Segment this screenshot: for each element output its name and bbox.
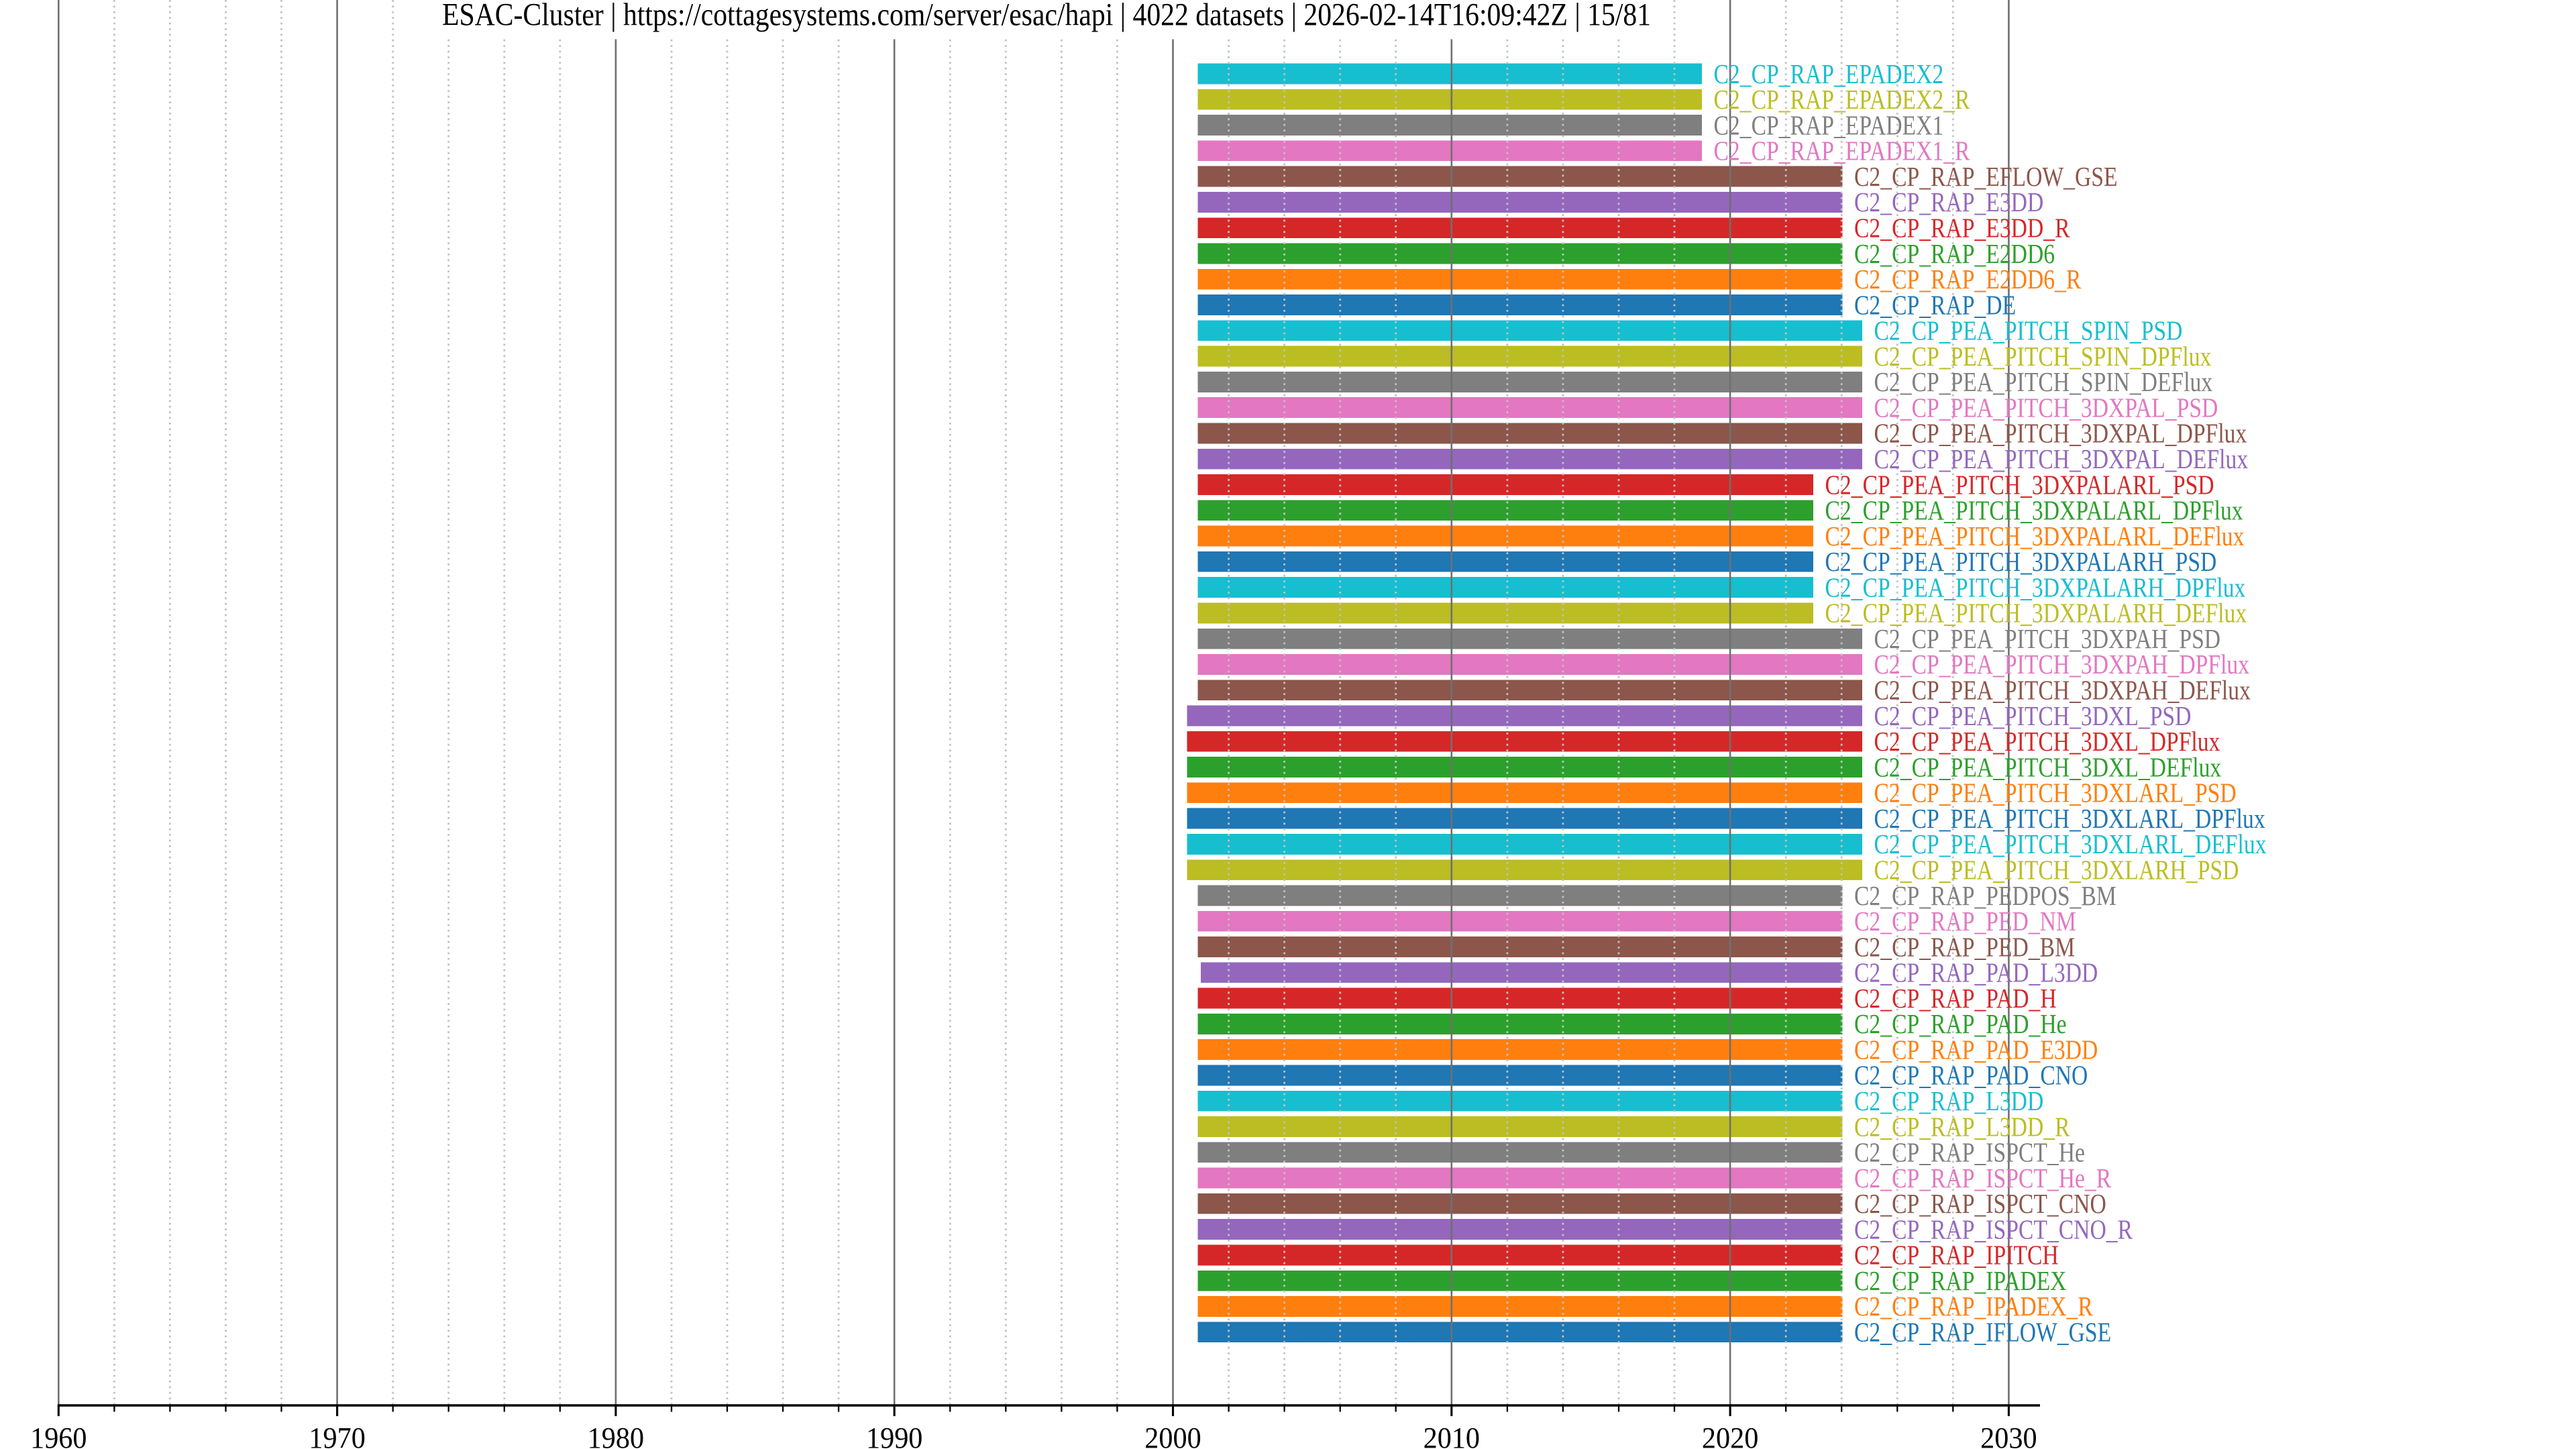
svg-text:C2_CP_RAP_PED_NM: C2_CP_RAP_PED_NM (1854, 907, 2076, 937)
svg-text:C2_CP_RAP_PAD_H: C2_CP_RAP_PAD_H (1854, 984, 2057, 1014)
svg-text:C2_CP_PEA_PITCH_3DXPAH_DEFlux: C2_CP_PEA_PITCH_3DXPAH_DEFlux (1874, 676, 2251, 706)
svg-text:C2_CP_RAP_ISPCT_He_R: C2_CP_RAP_ISPCT_He_R (1854, 1164, 2111, 1194)
svg-text:C2_CP_RAP_PAD_L3DD: C2_CP_RAP_PAD_L3DD (1854, 959, 2098, 989)
svg-text:C2_CP_PEA_PITCH_3DXL_DEFlux: C2_CP_PEA_PITCH_3DXL_DEFlux (1874, 753, 2222, 783)
svg-text:2020: 2020 (1702, 1422, 1758, 1449)
svg-text:C2_CP_PEA_PITCH_3DXPAL_PSD: C2_CP_PEA_PITCH_3DXPAL_PSD (1874, 393, 2218, 423)
svg-text:C2_CP_RAP_E2DD6: C2_CP_RAP_E2DD6 (1854, 239, 2055, 270)
svg-text:C2_CP_RAP_IPADEX_R: C2_CP_RAP_IPADEX_R (1854, 1292, 2093, 1322)
svg-text:C2_CP_RAP_EPADEX2: C2_CP_RAP_EPADEX2 (1714, 60, 1944, 90)
svg-text:C2_CP_PEA_PITCH_3DXPALARL_DPFl: C2_CP_PEA_PITCH_3DXPALARL_DPFlux (1825, 496, 2243, 527)
svg-text:C2_CP_PEA_PITCH_3DXPALARL_DEFl: C2_CP_PEA_PITCH_3DXPALARL_DEFlux (1825, 522, 2245, 552)
svg-text:2030: 2030 (1980, 1422, 2037, 1449)
svg-text:C2_CP_RAP_IFLOW_GSE: C2_CP_RAP_IFLOW_GSE (1854, 1318, 2111, 1348)
svg-text:C2_CP_RAP_EPADEX2_R: C2_CP_RAP_EPADEX2_R (1714, 85, 1970, 115)
svg-text:C2_CP_PEA_PITCH_3DXL_PSD: C2_CP_PEA_PITCH_3DXL_PSD (1874, 702, 2192, 732)
svg-text:C2_CP_PEA_PITCH_3DXPALARH_DEFl: C2_CP_PEA_PITCH_3DXPALARH_DEFlux (1825, 599, 2247, 629)
svg-text:C2_CP_PEA_PITCH_3DXLARL_DEFlux: C2_CP_PEA_PITCH_3DXLARL_DEFlux (1874, 830, 2267, 860)
svg-text:C2_CP_RAP_PAD_E3DD: C2_CP_RAP_PAD_E3DD (1854, 1035, 2098, 1065)
svg-text:C2_CP_PEA_PITCH_3DXL_DPFlux: C2_CP_PEA_PITCH_3DXL_DPFlux (1874, 727, 2220, 757)
svg-text:C2_CP_PEA_PITCH_SPIN_DPFlux: C2_CP_PEA_PITCH_SPIN_DPFlux (1874, 342, 2212, 372)
svg-text:1970: 1970 (309, 1422, 365, 1449)
svg-text:C2_CP_RAP_EFLOW_GSE: C2_CP_RAP_EFLOW_GSE (1854, 162, 2118, 193)
svg-text:C2_CP_PEA_PITCH_3DXPAL_DPFlux: C2_CP_PEA_PITCH_3DXPAL_DPFlux (1874, 419, 2247, 449)
svg-text:C2_CP_PEA_PITCH_3DXPALARH_DPFl: C2_CP_PEA_PITCH_3DXPALARH_DPFlux (1825, 573, 2246, 603)
svg-text:C2_CP_RAP_PAD_He: C2_CP_RAP_PAD_He (1854, 1010, 2067, 1040)
svg-text:C2_CP_RAP_PEDPOS_BM: C2_CP_RAP_PEDPOS_BM (1854, 881, 2116, 912)
svg-text:C2_CP_PEA_PITCH_3DXPAL_DEFlux: C2_CP_PEA_PITCH_3DXPAL_DEFlux (1874, 445, 2249, 475)
svg-text:C2_CP_PEA_PITCH_SPIN_PSD: C2_CP_PEA_PITCH_SPIN_PSD (1874, 317, 2183, 347)
svg-text:2010: 2010 (1424, 1422, 1480, 1449)
svg-text:C2_CP_RAP_E3DD: C2_CP_RAP_E3DD (1854, 188, 2043, 218)
svg-text:1960: 1960 (30, 1422, 87, 1449)
svg-text:C2_CP_RAP_IPITCH: C2_CP_RAP_IPITCH (1854, 1241, 2059, 1271)
svg-text:C2_CP_RAP_E2DD6_R: C2_CP_RAP_E2DD6_R (1854, 265, 2081, 295)
svg-text:2000: 2000 (1144, 1422, 1201, 1449)
svg-text:C2_CP_PEA_PITCH_3DXLARL_DPFlux: C2_CP_PEA_PITCH_3DXLARL_DPFlux (1874, 804, 2265, 835)
svg-text:C2_CP_PEA_PITCH_3DXLARH_PSD: C2_CP_PEA_PITCH_3DXLARH_PSD (1874, 856, 2239, 886)
svg-text:C2_CP_PEA_PITCH_3DXLARL_PSD: C2_CP_PEA_PITCH_3DXLARL_PSD (1874, 779, 2237, 809)
svg-text:C2_CP_RAP_PED_BM: C2_CP_RAP_PED_BM (1854, 932, 2075, 963)
svg-text:C2_CP_RAP_IPADEX: C2_CP_RAP_IPADEX (1854, 1267, 2067, 1297)
svg-text:C2_CP_RAP_PAD_CNO: C2_CP_RAP_PAD_CNO (1854, 1061, 2088, 1091)
svg-text:C2_CP_RAP_EPADEX1_R: C2_CP_RAP_EPADEX1_R (1714, 137, 1970, 167)
svg-text:C2_CP_PEA_PITCH_3DXPALARL_PSD: C2_CP_PEA_PITCH_3DXPALARL_PSD (1825, 470, 2214, 500)
svg-text:C2_CP_RAP_ISPCT_CNO: C2_CP_RAP_ISPCT_CNO (1854, 1189, 2106, 1220)
svg-text:1980: 1980 (588, 1422, 644, 1449)
svg-text:C2_CP_RAP_L3DD: C2_CP_RAP_L3DD (1854, 1087, 2043, 1117)
svg-text:C2_CP_RAP_L3DD_R: C2_CP_RAP_L3DD_R (1854, 1112, 2070, 1142)
svg-text:1990: 1990 (866, 1422, 922, 1449)
svg-text:C2_CP_RAP_E3DD_R: C2_CP_RAP_E3DD_R (1854, 214, 2070, 244)
svg-text:C2_CP_RAP_EPADEX1: C2_CP_RAP_EPADEX1 (1714, 111, 1944, 141)
svg-text:C2_CP_PEA_PITCH_3DXPAH_DPFlux: C2_CP_PEA_PITCH_3DXPAH_DPFlux (1874, 650, 2250, 680)
svg-text:C2_CP_PEA_PITCH_3DXPAH_PSD: C2_CP_PEA_PITCH_3DXPAH_PSD (1874, 625, 2221, 655)
svg-text:C2_CP_RAP_ISPCT_He: C2_CP_RAP_ISPCT_He (1854, 1138, 2085, 1169)
svg-text:C2_CP_PEA_PITCH_3DXPALARH_PSD: C2_CP_PEA_PITCH_3DXPALARH_PSD (1825, 547, 2217, 578)
svg-text:C2_CP_RAP_ISPCT_CNO_R: C2_CP_RAP_ISPCT_CNO_R (1854, 1215, 2133, 1245)
svg-text:C2_CP_RAP_DE: C2_CP_RAP_DE (1854, 290, 2016, 321)
svg-text:C2_CP_PEA_PITCH_SPIN_DEFlux: C2_CP_PEA_PITCH_SPIN_DEFlux (1874, 368, 2213, 398)
svg-text:ESAC-Cluster | https://cottage: ESAC-Cluster | https://cottagesystems.co… (442, 0, 1651, 32)
